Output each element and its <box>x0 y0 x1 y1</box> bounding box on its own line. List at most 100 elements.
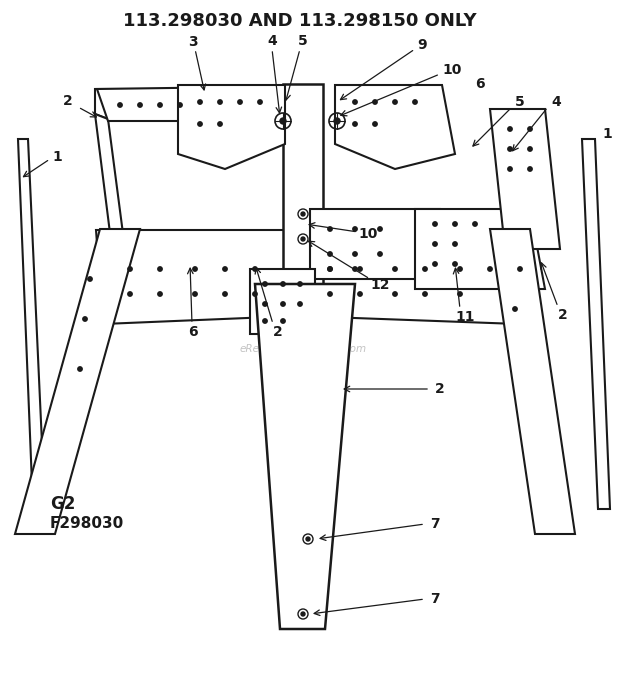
Circle shape <box>198 122 202 126</box>
Circle shape <box>128 292 132 296</box>
Circle shape <box>353 252 357 256</box>
Circle shape <box>433 262 437 266</box>
Text: 1: 1 <box>52 150 62 164</box>
Text: 7: 7 <box>430 517 440 531</box>
Text: 7: 7 <box>430 592 440 606</box>
Circle shape <box>423 267 427 271</box>
Circle shape <box>263 319 267 323</box>
Circle shape <box>218 122 222 126</box>
Circle shape <box>298 301 302 306</box>
Text: 5: 5 <box>298 34 308 48</box>
Circle shape <box>528 147 532 151</box>
Circle shape <box>281 282 285 287</box>
Circle shape <box>358 267 362 271</box>
Circle shape <box>373 100 377 104</box>
Circle shape <box>508 127 512 131</box>
Circle shape <box>433 222 437 226</box>
Circle shape <box>218 100 222 104</box>
Polygon shape <box>15 229 140 534</box>
Polygon shape <box>310 209 460 279</box>
Circle shape <box>378 227 382 232</box>
Circle shape <box>453 242 457 246</box>
Circle shape <box>301 237 305 241</box>
Circle shape <box>298 282 302 287</box>
Text: 2: 2 <box>63 94 73 108</box>
Circle shape <box>178 103 182 107</box>
Polygon shape <box>97 87 243 121</box>
Circle shape <box>353 227 357 232</box>
Text: 10: 10 <box>358 227 378 241</box>
Circle shape <box>328 227 332 232</box>
Circle shape <box>353 122 357 126</box>
Polygon shape <box>255 284 355 629</box>
Polygon shape <box>582 139 610 509</box>
Circle shape <box>223 267 227 271</box>
Text: 4: 4 <box>267 34 277 48</box>
Circle shape <box>158 292 162 296</box>
Text: 6: 6 <box>475 77 485 91</box>
Circle shape <box>128 267 132 271</box>
Circle shape <box>223 292 227 296</box>
Text: 4: 4 <box>551 95 561 109</box>
Circle shape <box>328 267 332 271</box>
Circle shape <box>378 252 382 256</box>
Polygon shape <box>250 269 315 334</box>
Circle shape <box>78 367 82 371</box>
Circle shape <box>301 212 305 216</box>
Polygon shape <box>95 89 240 119</box>
Text: 2: 2 <box>273 325 283 339</box>
Circle shape <box>158 103 162 107</box>
Text: 11: 11 <box>455 310 475 324</box>
Circle shape <box>473 222 477 226</box>
Circle shape <box>238 100 242 104</box>
Circle shape <box>528 127 532 131</box>
Polygon shape <box>490 109 560 249</box>
Circle shape <box>193 292 197 296</box>
Text: 2: 2 <box>435 382 445 396</box>
Circle shape <box>518 267 522 271</box>
Circle shape <box>158 267 162 271</box>
Circle shape <box>118 103 122 107</box>
Circle shape <box>306 537 310 541</box>
Circle shape <box>508 167 512 171</box>
Polygon shape <box>96 230 295 324</box>
Text: 10: 10 <box>442 63 462 77</box>
Text: eReplacementParts.com: eReplacementParts.com <box>239 344 366 354</box>
Polygon shape <box>18 139 45 509</box>
Polygon shape <box>415 209 545 289</box>
Circle shape <box>393 267 397 271</box>
Circle shape <box>193 267 197 271</box>
Text: 113.298030 AND 113.298150 ONLY: 113.298030 AND 113.298150 ONLY <box>123 12 477 30</box>
Circle shape <box>281 319 285 323</box>
Circle shape <box>88 277 92 281</box>
Circle shape <box>353 267 357 271</box>
Circle shape <box>258 100 262 104</box>
Circle shape <box>423 292 427 296</box>
Circle shape <box>453 262 457 266</box>
Circle shape <box>328 267 332 271</box>
Text: 1: 1 <box>602 127 612 141</box>
Circle shape <box>281 301 285 306</box>
Polygon shape <box>490 229 575 534</box>
Circle shape <box>334 118 340 124</box>
Text: F298030: F298030 <box>50 517 124 532</box>
Circle shape <box>433 242 437 246</box>
Circle shape <box>488 267 492 271</box>
Circle shape <box>528 167 532 171</box>
Polygon shape <box>283 84 323 339</box>
Circle shape <box>328 292 332 296</box>
Circle shape <box>263 301 267 306</box>
Circle shape <box>280 118 286 124</box>
Circle shape <box>413 100 417 104</box>
Circle shape <box>263 282 267 287</box>
Circle shape <box>393 292 397 296</box>
Polygon shape <box>178 85 285 169</box>
Text: 5: 5 <box>515 95 525 109</box>
Circle shape <box>458 267 462 271</box>
Circle shape <box>508 147 512 151</box>
Circle shape <box>328 252 332 256</box>
Circle shape <box>253 267 257 271</box>
Circle shape <box>253 292 257 296</box>
Circle shape <box>358 292 362 296</box>
Text: 12: 12 <box>370 278 390 292</box>
